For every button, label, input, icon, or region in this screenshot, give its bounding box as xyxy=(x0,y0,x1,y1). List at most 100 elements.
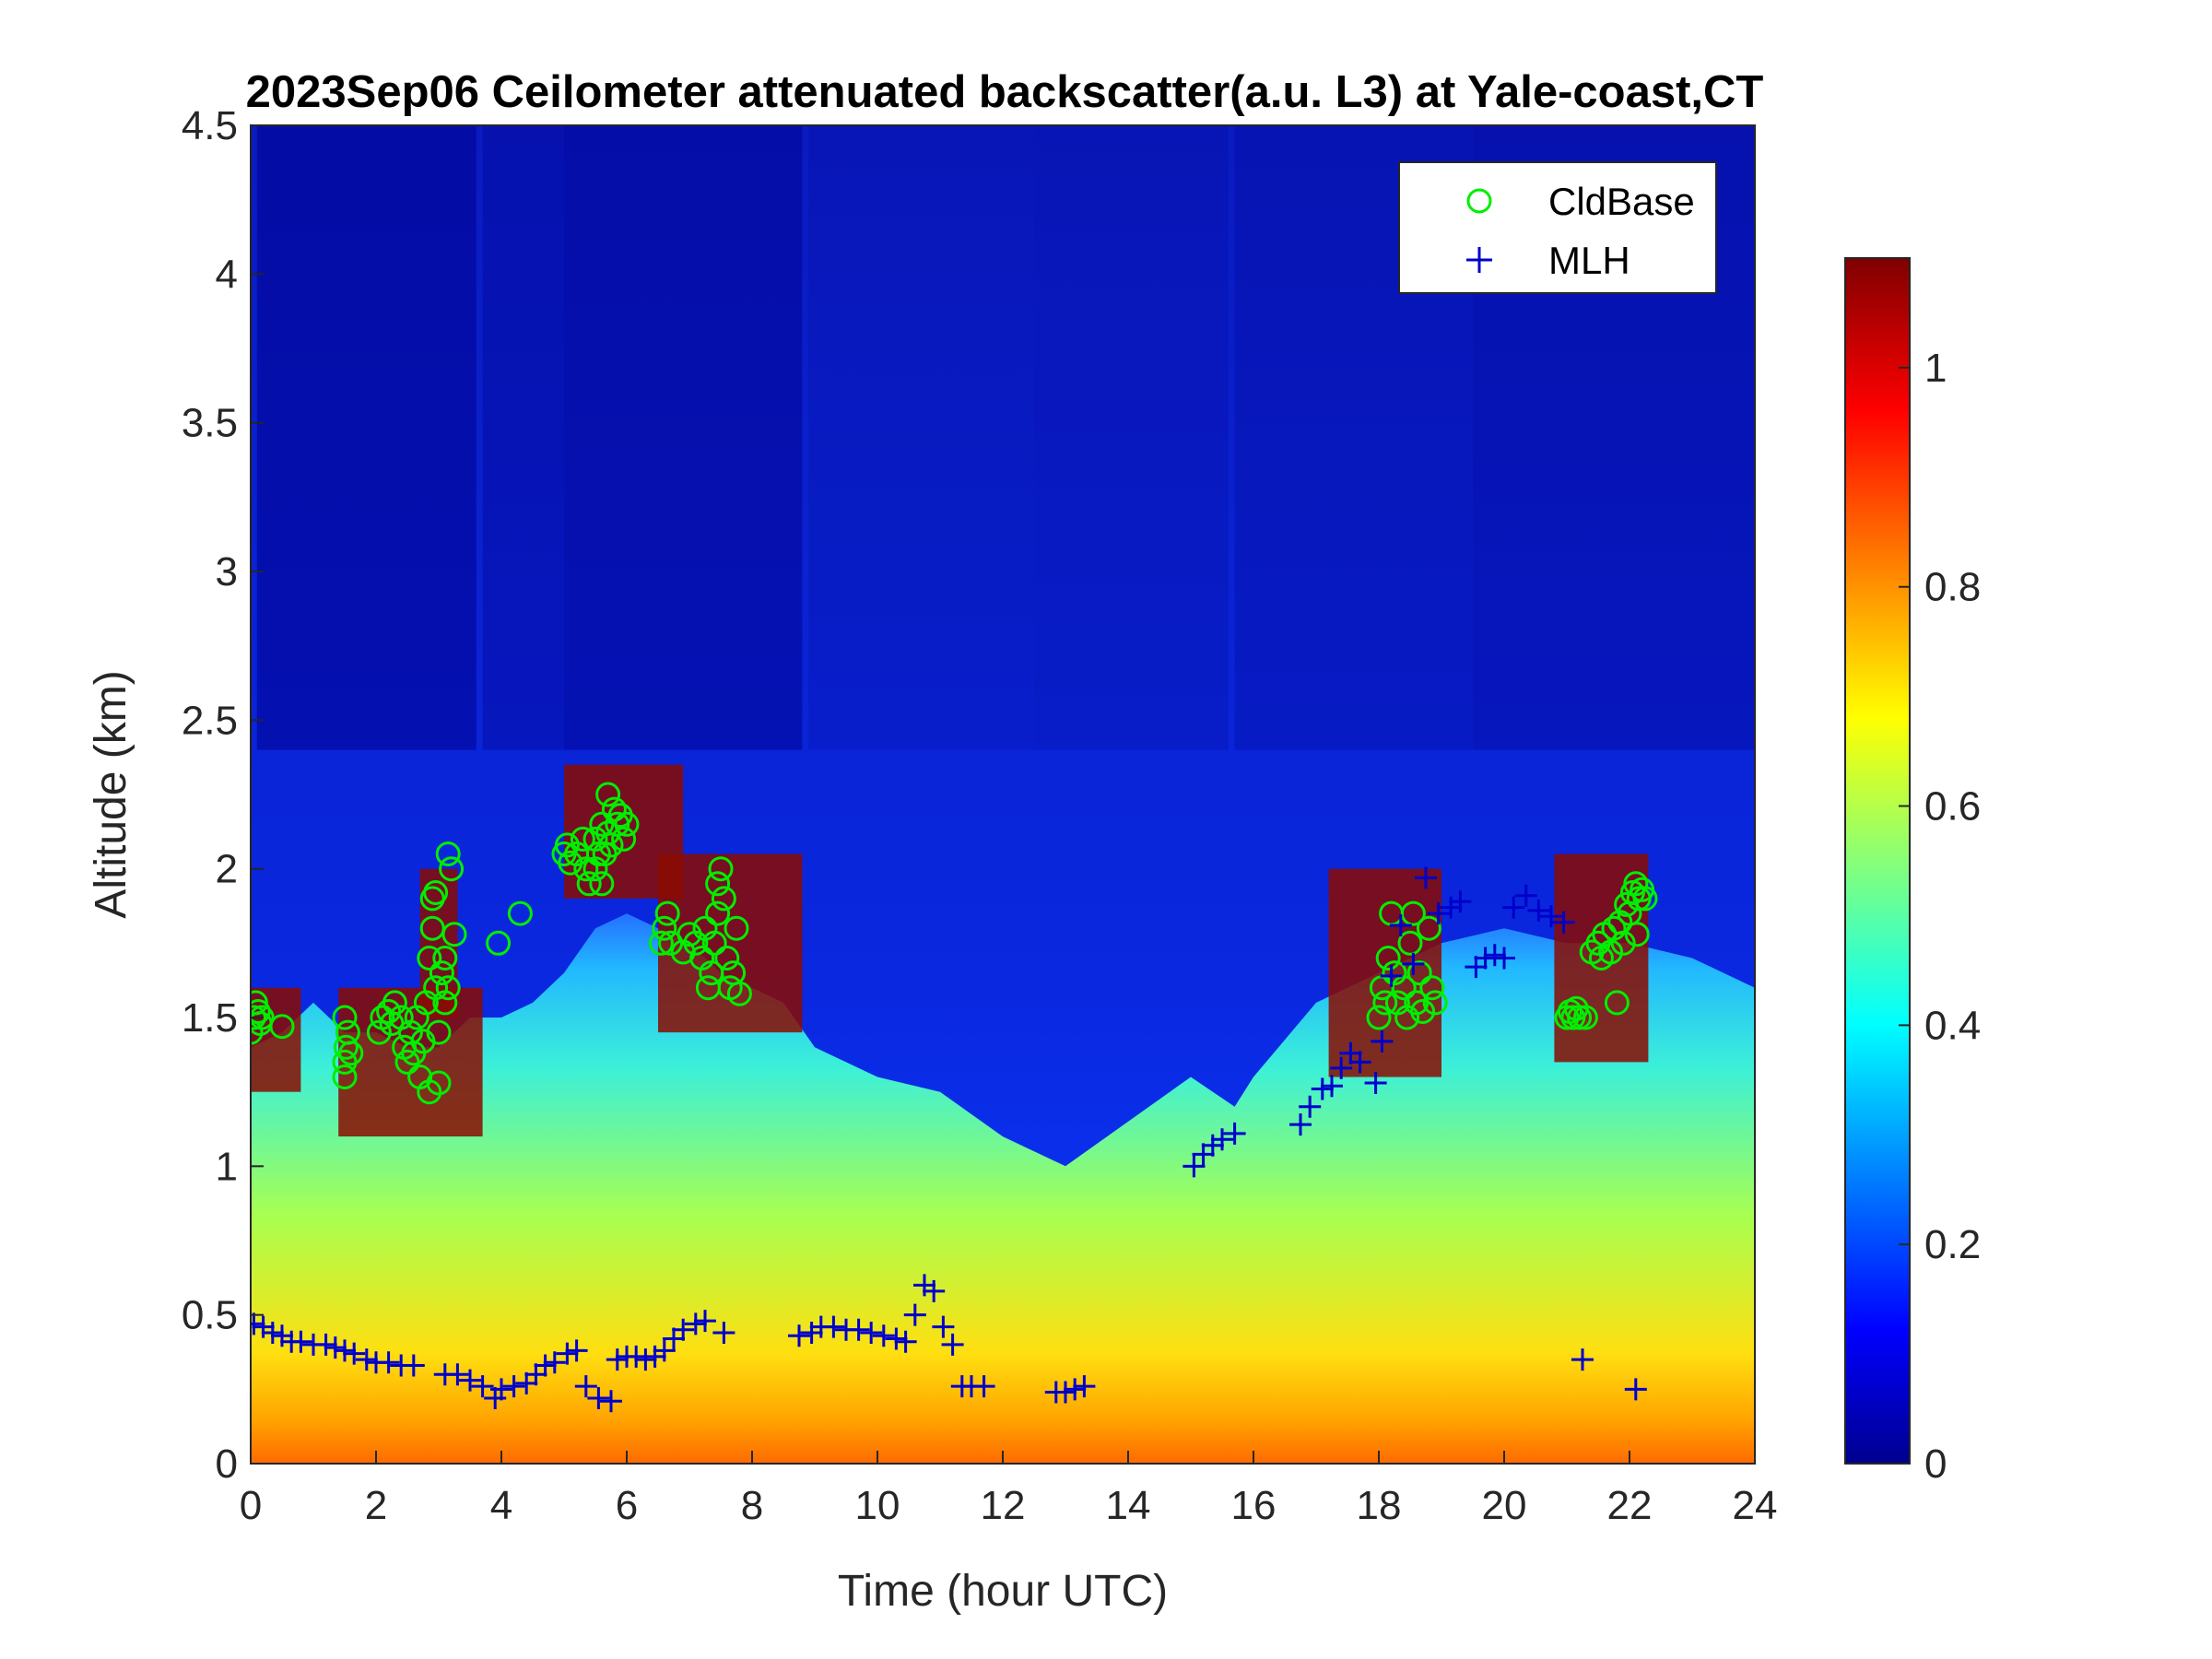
mlh-point xyxy=(932,1315,955,1338)
cldbase-point xyxy=(1391,975,1417,1001)
cldbase-point xyxy=(1624,922,1650,947)
mlh-point xyxy=(1054,1381,1077,1404)
cldbase-point xyxy=(251,999,271,1024)
mlh-point xyxy=(261,1322,284,1345)
x-tick-label: 12 xyxy=(981,1483,1026,1528)
x-tick-label: 20 xyxy=(1482,1483,1527,1528)
mlh-point xyxy=(1483,944,1506,967)
mlh-point xyxy=(502,1375,525,1398)
cldbase-point xyxy=(366,1019,392,1045)
cldbase-point xyxy=(1410,999,1436,1024)
mlh-point xyxy=(343,1342,366,1365)
cldbase-point xyxy=(576,871,602,897)
x-tick-label: 6 xyxy=(616,1483,638,1528)
mlh-point xyxy=(1201,1134,1224,1157)
cldbase-point xyxy=(426,1070,452,1096)
mlh-point xyxy=(1527,899,1550,922)
y-tick-label: 0 xyxy=(216,1441,238,1487)
mlh-point xyxy=(1402,952,1425,975)
mlh-point xyxy=(1371,1030,1394,1053)
mlh-point xyxy=(1064,1378,1087,1401)
mlh-point xyxy=(1474,947,1497,970)
mlh-point xyxy=(252,1315,275,1338)
cldbase-point xyxy=(585,841,611,866)
cldbase-point xyxy=(714,946,740,971)
cldbase-point xyxy=(611,826,637,852)
mlh-point xyxy=(1223,1122,1246,1145)
mlh-markers xyxy=(251,866,1647,1413)
mlh-point xyxy=(1211,1128,1233,1151)
mlh-point xyxy=(402,1354,425,1377)
mlh-point xyxy=(860,1322,883,1345)
mlh-point xyxy=(334,1339,356,1362)
colorbar-ticks: 0 0.2 0.4 0.6 0.8 1 xyxy=(1899,346,1981,1487)
cldbase-point xyxy=(251,1005,266,1030)
mlh-point xyxy=(1299,1095,1322,1118)
mlh-point xyxy=(459,1369,481,1392)
mlh-point xyxy=(355,1348,378,1371)
x-axis-label: Time (hour UTC) xyxy=(838,1567,1168,1616)
cldbase-point xyxy=(382,990,407,1016)
mlh-point xyxy=(1380,964,1403,987)
cldbase-point xyxy=(441,922,467,947)
dark-band xyxy=(1034,125,1229,750)
colorbar-tick-label: 0 xyxy=(1924,1441,1947,1487)
cldbase-point xyxy=(711,886,736,912)
cldbase-point xyxy=(1598,939,1624,965)
x-tick-label: 2 xyxy=(365,1483,387,1528)
cldbase-point xyxy=(338,1041,364,1066)
x-tick-label: 14 xyxy=(1106,1483,1151,1528)
cldbase-point xyxy=(1416,915,1441,941)
mlh-point xyxy=(684,1312,707,1335)
x-tick-label: 24 xyxy=(1733,1483,1778,1528)
y-tick-label: 4.5 xyxy=(182,103,238,148)
mlh-point xyxy=(1502,896,1525,919)
cldbase-point xyxy=(554,832,580,858)
cldbase-point xyxy=(1572,1005,1598,1030)
mlh-point xyxy=(1465,956,1488,979)
mlh-point xyxy=(788,1324,810,1347)
cldbase-point xyxy=(1406,960,1432,986)
dark-band xyxy=(808,125,1034,750)
x-tick-label: 22 xyxy=(1607,1483,1653,1528)
colorbar-tick-label: 0.8 xyxy=(1924,565,1981,610)
x-tick-label: 16 xyxy=(1231,1483,1277,1528)
cldbase-point xyxy=(417,1079,442,1105)
mlh-point xyxy=(972,1375,995,1398)
mlh-point xyxy=(1415,866,1437,889)
y-tick-label: 3 xyxy=(216,549,238,594)
mlh-point xyxy=(1330,1056,1353,1079)
mlh-point xyxy=(913,1274,935,1297)
cldbase-point xyxy=(435,975,461,1001)
legend-cldbase-marker xyxy=(1466,188,1492,214)
cldbase-point xyxy=(426,1019,452,1045)
mlh-point xyxy=(903,1303,926,1326)
x-tick-label: 8 xyxy=(741,1483,763,1528)
mlh-point xyxy=(600,1390,622,1413)
cldbase-point xyxy=(1419,975,1445,1001)
cldbase-point xyxy=(1567,1005,1593,1030)
cldbase-point xyxy=(332,1065,358,1089)
cloud-layer xyxy=(1328,868,1441,1077)
colorbar-gradient xyxy=(1844,257,1911,1465)
cldbase-point xyxy=(429,960,454,986)
y-tick-label: 0.5 xyxy=(182,1293,238,1338)
legend-mlh-label: MLH xyxy=(1548,239,1630,282)
cldbase-point xyxy=(432,946,458,971)
cldbase-point xyxy=(486,930,512,956)
cldbase-point xyxy=(726,981,752,1006)
mlh-point xyxy=(1449,890,1472,913)
dark-band xyxy=(564,125,803,750)
legend-mlh-marker xyxy=(1466,247,1492,273)
mlh-point xyxy=(1289,1113,1312,1136)
cldbase-point xyxy=(432,990,458,1016)
mlh-point xyxy=(643,1345,666,1368)
cldbase-point xyxy=(1366,1005,1392,1030)
cldbase-point xyxy=(435,841,461,866)
mlh-point xyxy=(574,1375,597,1398)
cldbase-point xyxy=(652,915,677,941)
cldbase-point xyxy=(333,1034,359,1060)
cldbase-point xyxy=(724,915,749,941)
mlh-point xyxy=(894,1330,917,1353)
cldbase-point xyxy=(570,826,595,852)
